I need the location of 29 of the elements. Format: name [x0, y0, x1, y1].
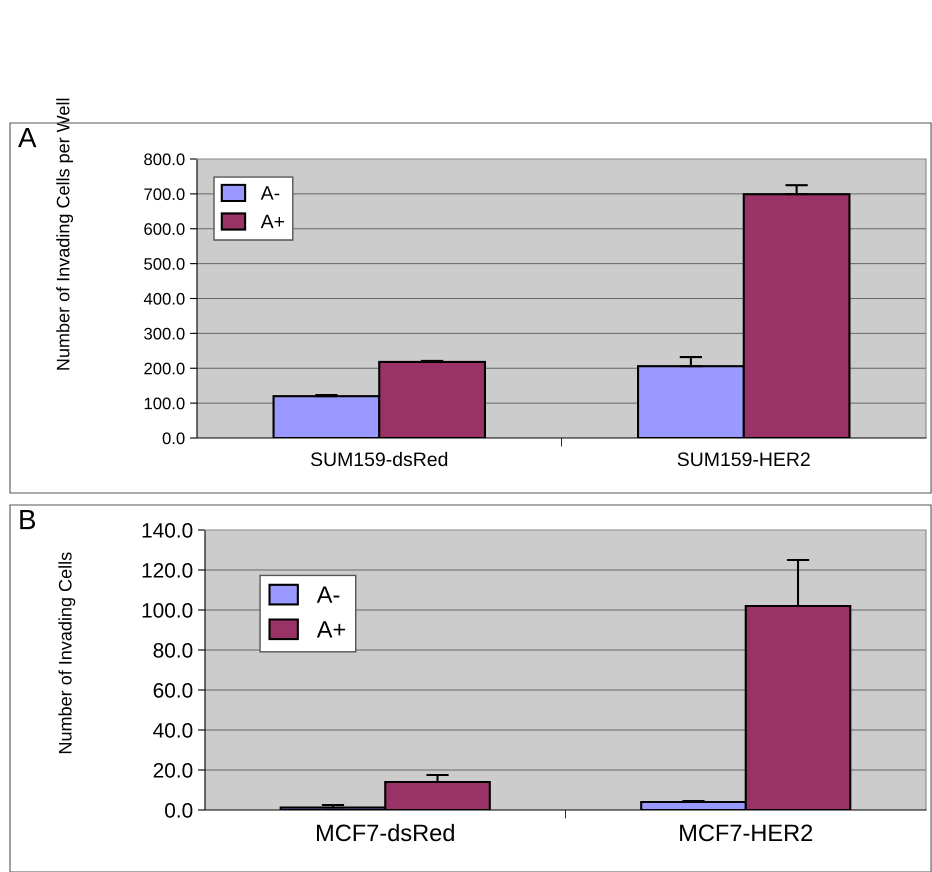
y-tick-label: 600.0 — [144, 223, 185, 235]
legend-label: A+ — [316, 621, 346, 638]
y-tick-label: 20.0 — [154, 763, 192, 778]
y-axis-title: Number of Invading Cells per Well — [56, 98, 74, 370]
x-tick-label: SUM159-dsRed — [310, 452, 448, 466]
legend-label: A- — [260, 186, 280, 200]
y-tick-label: 80.0 — [154, 643, 192, 658]
y-tick-label: 500.0 — [144, 258, 185, 270]
y-tick-label: 400.0 — [144, 292, 185, 305]
x-tick-label: MCF7-HER2 — [680, 824, 812, 842]
text: B — [20, 510, 36, 530]
legend-label: A+ — [260, 214, 284, 228]
y-tick-label: 700.0 — [144, 188, 185, 200]
y-tick-label: 200.0 — [144, 362, 185, 374]
x-tick-label: MCF7-dsRed — [316, 824, 454, 842]
y-tick-label: 60.0 — [154, 683, 192, 698]
x-tick-label: SUM159-HER2 — [678, 452, 810, 466]
y-tick-label: 100.0 — [144, 398, 185, 410]
text: A — [18, 128, 36, 148]
legend-label: A- — [316, 586, 340, 603]
y-tick-label: 0.0 — [165, 803, 192, 818]
y-tick-label: 300.0 — [144, 328, 185, 340]
y-tick-label: 40.0 — [153, 723, 192, 738]
y-tick-label: 800.0 — [144, 153, 185, 166]
y-tick-label: 0.0 — [162, 432, 185, 444]
y-tick-label: 120.0 — [142, 563, 192, 578]
y-axis-title: Number of Invading Cells — [58, 552, 76, 754]
y-tick-label: 140.0 — [142, 523, 192, 538]
y-tick-label: 100.0 — [142, 603, 192, 618]
